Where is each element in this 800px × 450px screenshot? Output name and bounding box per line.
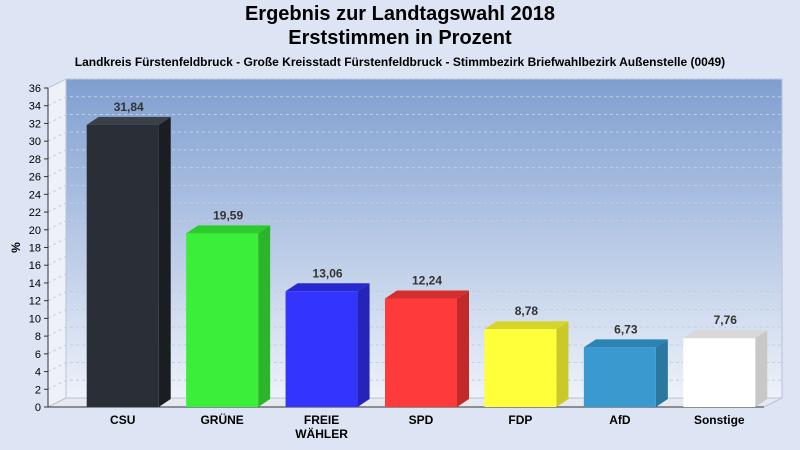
- gridline: [47, 113, 782, 124]
- gridline: [47, 78, 782, 89]
- bar-side: [655, 339, 668, 407]
- gridline: [47, 326, 782, 337]
- bar-front: [683, 338, 756, 407]
- y-tick-label: 0: [35, 402, 41, 414]
- bar-front: [186, 233, 259, 407]
- bar-csu: [86, 116, 171, 408]
- x-tick-label: Sonstige: [694, 413, 745, 427]
- bar-top: [86, 116, 171, 125]
- y-tick-label: 30: [29, 136, 41, 148]
- bar-top: [285, 283, 370, 292]
- bar-spd: [385, 290, 469, 407]
- bar-top: [385, 290, 469, 299]
- gridline: [47, 308, 782, 319]
- x-tick-label: AfD: [609, 413, 631, 427]
- gridline: [47, 167, 782, 178]
- bar-fdp: [484, 321, 569, 407]
- bar-top: [683, 330, 768, 339]
- y-tick-label: 20: [29, 225, 41, 237]
- gridline: [47, 149, 782, 160]
- gridline: [47, 184, 782, 195]
- gridline: [47, 131, 782, 142]
- bar-top: [583, 339, 668, 348]
- y-tick-label: 34: [29, 101, 41, 113]
- y-tick-label: 10: [29, 313, 41, 325]
- bar-side: [755, 330, 768, 407]
- data-label: 7,76: [714, 313, 738, 327]
- plot-side-wall: [47, 78, 67, 408]
- x-tick-label: SPD: [409, 413, 434, 427]
- gridline: [47, 220, 782, 231]
- bar-sonstige: [683, 330, 768, 407]
- bar-side: [357, 283, 370, 407]
- x-tick-label: WÄHLER: [295, 426, 348, 441]
- y-tick-label: 6: [35, 349, 41, 361]
- y-tick-label: 22: [29, 207, 41, 219]
- y-tick-label: 26: [29, 172, 41, 184]
- x-tick-label: FDP: [508, 413, 532, 427]
- chart-subtitle: Landkreis Fürstenfeldbruck - Große Kreis…: [74, 55, 726, 69]
- bar-front: [385, 298, 457, 407]
- data-label: 31,84: [114, 100, 144, 114]
- y-tick-label: 14: [29, 278, 41, 290]
- gridline: [47, 96, 782, 107]
- bar-side: [457, 290, 469, 407]
- y-tick-label: 36: [29, 83, 41, 95]
- data-label: 8,78: [515, 304, 539, 318]
- data-label: 12,24: [412, 274, 442, 288]
- bar-front: [86, 124, 159, 408]
- gridline: [47, 344, 782, 355]
- y-axis-label: %: [9, 242, 23, 253]
- gridline: [47, 379, 782, 390]
- gridline: [47, 202, 782, 213]
- x-tick-label: CSU: [110, 413, 135, 427]
- y-tick-label: 2: [35, 384, 41, 396]
- bar-top: [186, 225, 271, 234]
- data-label: 6,73: [614, 322, 638, 336]
- bar-freie-wähler: [285, 283, 370, 407]
- x-tick-label: FREIE: [304, 413, 339, 427]
- bar-front: [285, 291, 358, 407]
- y-tick-label: 8: [35, 331, 41, 343]
- bar-afd: [583, 339, 668, 407]
- y-tick-label: 4: [35, 367, 41, 379]
- y-tick-label: 24: [29, 189, 41, 201]
- bar-side: [556, 321, 569, 407]
- gridline: [47, 273, 782, 284]
- bar-front: [484, 329, 557, 407]
- y-tick-label: 16: [29, 260, 41, 272]
- bar-front: [583, 347, 656, 407]
- bar-side: [258, 225, 271, 407]
- gridline: [47, 362, 782, 373]
- gridline: [47, 255, 782, 266]
- bar-side: [158, 116, 171, 408]
- y-tick-label: 12: [29, 296, 41, 308]
- bar-top: [484, 321, 569, 330]
- data-label: 13,06: [313, 266, 343, 280]
- gridline: [47, 291, 782, 302]
- chart-title: Ergebnis zur Landtagswahl 2018: [244, 3, 556, 25]
- chart-title-line2: Erststimmen in Prozent: [288, 27, 512, 49]
- y-tick-label: 32: [29, 118, 41, 130]
- x-tick-label: GRÜNE: [200, 412, 243, 427]
- y-tick-label: 28: [29, 154, 41, 166]
- gridline: [47, 238, 782, 248]
- y-tick-label: 18: [29, 243, 41, 255]
- data-label: 19,59: [213, 208, 243, 222]
- bar-grüne: [186, 225, 271, 407]
